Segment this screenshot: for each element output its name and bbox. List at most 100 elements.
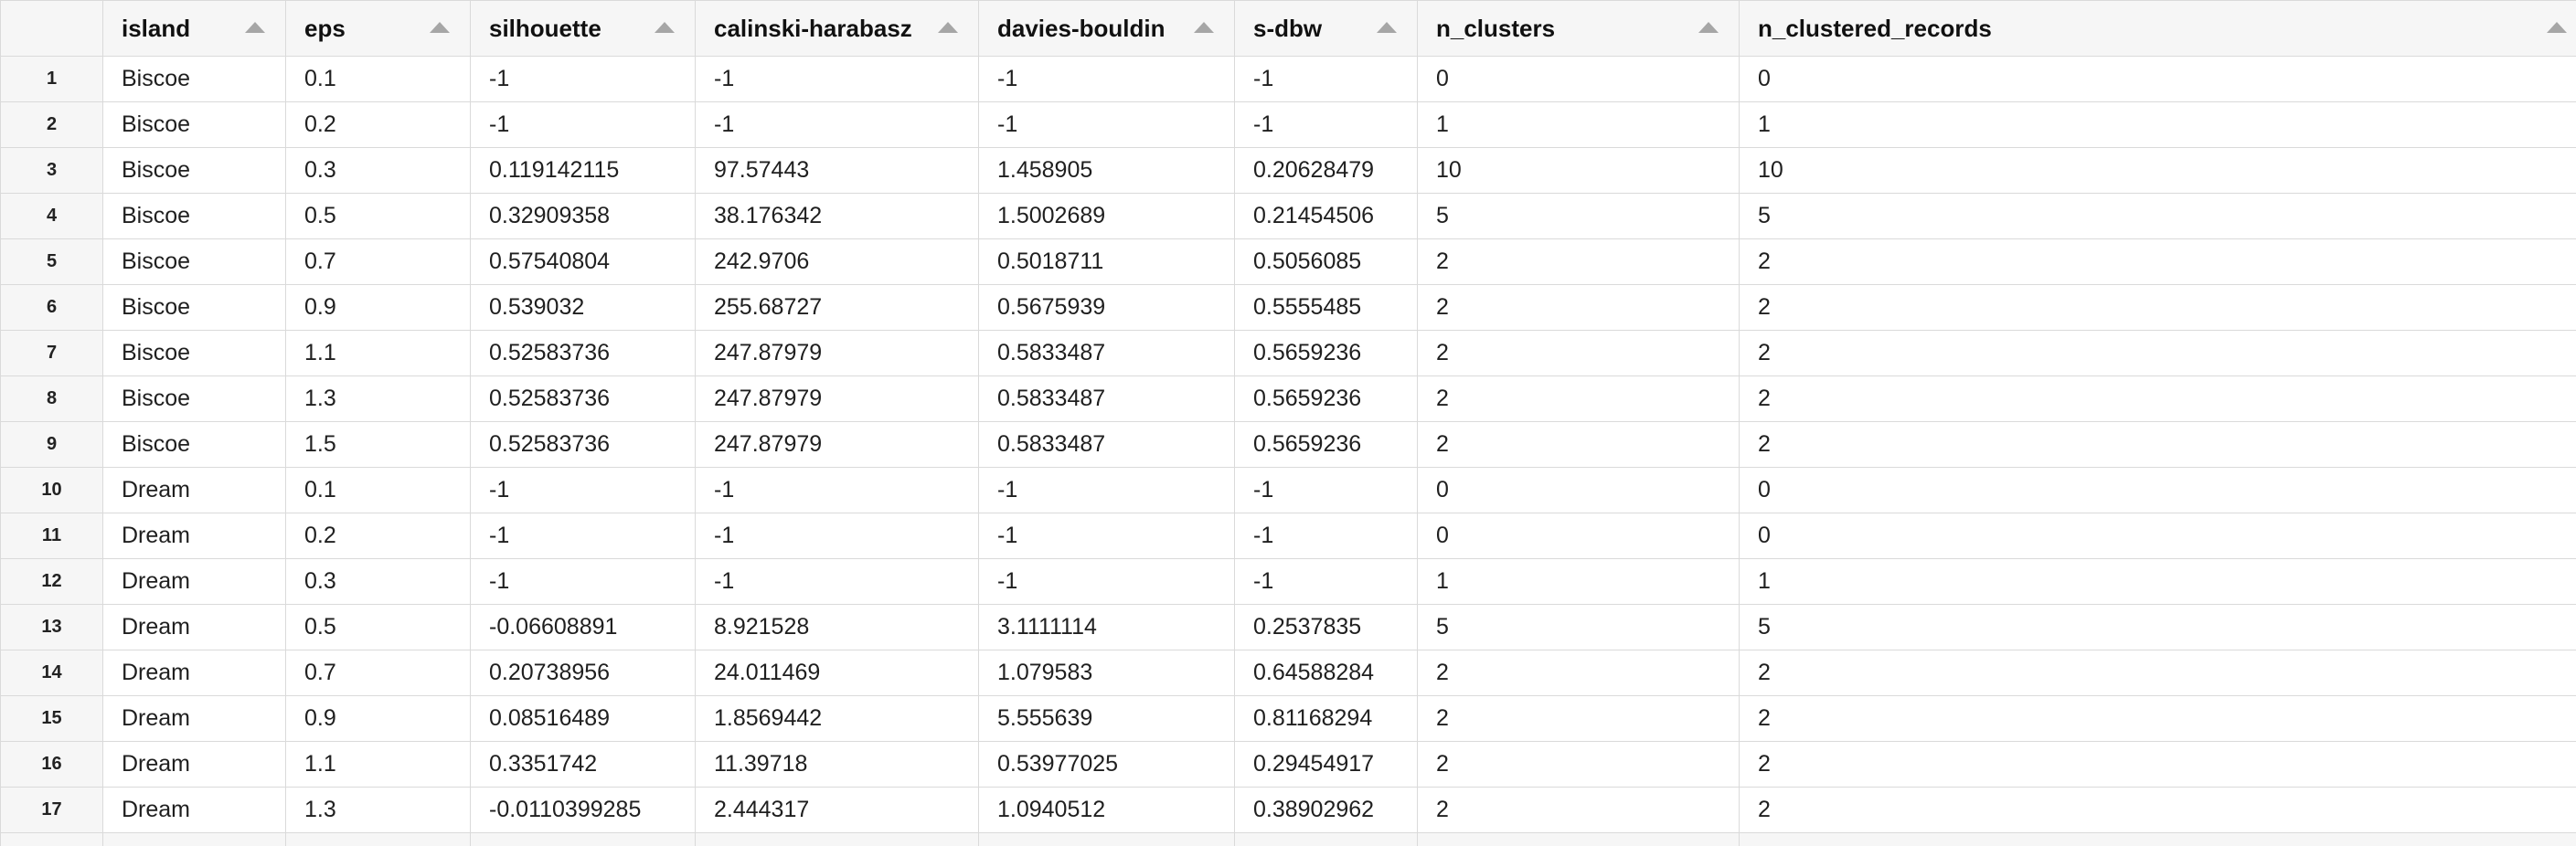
cell-eps[interactable]: 0.5 [285, 193, 471, 239]
table-row[interactable]: 4 Biscoe 0.5 0.32909358 38.176342 1.5002689 0.… [0, 193, 2576, 239]
cell-island[interactable]: Dream [102, 467, 286, 513]
cell-eps[interactable]: 0.9 [285, 284, 471, 331]
cell-island[interactable]: Biscoe [102, 375, 286, 422]
cell-s-dbw[interactable]: -1 [1234, 467, 1418, 513]
cell-silhouette[interactable]: -1 [470, 558, 696, 605]
cell-davies-bouldin[interactable]: 0.53977025 [978, 741, 1235, 788]
column-header-calinski-harabasz[interactable]: calinski-harabasz [695, 0, 979, 57]
cell-silhouette[interactable]: -0.06608891 [470, 604, 696, 650]
table-row[interactable]: 8 Biscoe 1.3 0.52583736 247.87979 0.5833487 0.… [0, 375, 2576, 422]
cell-calinski-harabasz[interactable]: 2.444317 [695, 787, 979, 833]
table-row[interactable]: 5 Biscoe 0.7 0.57540804 242.9706 0.5018711 0.5… [0, 238, 2576, 285]
cell-silhouette[interactable]: 0.57540804 [470, 238, 696, 285]
cell-s-dbw[interactable]: 0.2537835 [1234, 604, 1418, 650]
cell-n-clusters[interactable]: 0 [1417, 56, 1740, 102]
table-row[interactable]: 17 Dream 1.3 -0.0110399285 2.444317 1.0940512… [0, 787, 2576, 833]
cell-eps[interactable]: 1.3 [285, 787, 471, 833]
cell-s-dbw[interactable]: 0.5555485 [1234, 284, 1418, 331]
cell-n-clustered-records[interactable]: 10 [1739, 147, 2576, 194]
table-row[interactable]: 13 Dream 0.5 -0.06608891 8.921528 3.1111114 0.… [0, 604, 2576, 650]
cell-eps[interactable]: 1.1 [285, 741, 471, 788]
cell-n-clusters[interactable]: 0 [1417, 467, 1740, 513]
column-header-eps[interactable]: eps [285, 0, 471, 57]
cell-n-clustered-records[interactable]: 2 [1739, 238, 2576, 285]
cell-eps[interactable]: 1.1 [285, 330, 471, 376]
cell-calinski-harabasz[interactable]: 255.68727 [695, 284, 979, 331]
cell-s-dbw[interactable]: 0.64588284 [1234, 650, 1418, 696]
cell-davies-bouldin[interactable]: -1 [978, 467, 1235, 513]
cell-s-dbw[interactable]: -1 [1234, 513, 1418, 559]
cell-silhouette[interactable]: -1 [470, 467, 696, 513]
cell-s-dbw[interactable]: 0.5659236 [1234, 330, 1418, 376]
cell-eps[interactable]: 0.1 [285, 56, 471, 102]
cell-calinski-harabasz[interactable]: 38.176342 [695, 193, 979, 239]
cell-island[interactable]: Dream [102, 558, 286, 605]
cell-calinski-harabasz[interactable]: 247.87979 [695, 421, 979, 468]
cell-silhouette[interactable]: 0.52583736 [470, 375, 696, 422]
cell-calinski-harabasz[interactable]: -1 [695, 513, 979, 559]
table-row[interactable]: 14 Dream 0.7 0.20738956 24.011469 1.079583 0.6… [0, 650, 2576, 696]
sort-ascending-icon[interactable] [1698, 22, 1719, 33]
cell-silhouette[interactable]: 0.119142115 [470, 147, 696, 194]
cell-eps[interactable]: 0.2 [285, 513, 471, 559]
cell-n-clusters[interactable]: 2 [1417, 787, 1740, 833]
cell-calinski-harabasz[interactable]: 247.87979 [695, 375, 979, 422]
cell-davies-bouldin[interactable]: 0.5675939 [978, 284, 1235, 331]
cell-island[interactable]: Dream [102, 695, 286, 742]
cell-calinski-harabasz[interactable]: 11.39718 [695, 741, 979, 788]
cell-island[interactable]: Biscoe [102, 101, 286, 148]
column-header-n-clustered-records[interactable]: n_clustered_records [1739, 0, 2576, 57]
cell-n-clusters[interactable]: 2 [1417, 375, 1740, 422]
cell-davies-bouldin[interactable]: 3.1111114 [978, 604, 1235, 650]
cell-n-clusters[interactable]: 10 [1417, 147, 1740, 194]
cell-davies-bouldin[interactable]: 1.5002689 [978, 193, 1235, 239]
cell-silhouette[interactable]: 0.08516489 [470, 695, 696, 742]
cell-island[interactable]: Dream [102, 604, 286, 650]
cell-n-clustered-records[interactable]: 2 [1739, 695, 2576, 742]
cell-eps[interactable]: 0.2 [285, 101, 471, 148]
cell-eps[interactable]: 0.3 [285, 558, 471, 605]
cell-davies-bouldin[interactable]: 0.5018711 [978, 238, 1235, 285]
cell-n-clusters[interactable]: 5 [1417, 193, 1740, 239]
cell-n-clusters[interactable]: 2 [1417, 284, 1740, 331]
sort-ascending-icon[interactable] [1194, 22, 1214, 33]
column-header-s-dbw[interactable]: s-dbw [1234, 0, 1418, 57]
cell-calinski-harabasz[interactable]: -1 [695, 558, 979, 605]
cell-island[interactable]: Biscoe [102, 238, 286, 285]
cell-s-dbw[interactable]: -1 [1234, 56, 1418, 102]
cell-davies-bouldin[interactable]: 0.5833487 [978, 375, 1235, 422]
table-row[interactable]: 3 Biscoe 0.3 0.119142115 97.57443 1.458905 0.2… [0, 147, 2576, 194]
column-header-island[interactable]: island [102, 0, 286, 57]
cell-s-dbw[interactable]: 0.5056085 [1234, 238, 1418, 285]
cell-n-clustered-records[interactable]: 2 [1739, 421, 2576, 468]
cell-silhouette[interactable]: -0.0110399285 [470, 787, 696, 833]
cell-n-clusters[interactable]: 2 [1417, 650, 1740, 696]
sort-ascending-icon[interactable] [430, 22, 450, 33]
cell-davies-bouldin[interactable]: 5.555639 [978, 695, 1235, 742]
cell-eps[interactable]: 0.1 [285, 467, 471, 513]
cell-s-dbw[interactable]: 0.81168294 [1234, 695, 1418, 742]
cell-n-clusters[interactable]: 2 [1417, 421, 1740, 468]
cell-calinski-harabasz[interactable]: 247.87979 [695, 330, 979, 376]
cell-island[interactable]: Dream [102, 787, 286, 833]
cell-silhouette[interactable]: 0.20738956 [470, 650, 696, 696]
cell-silhouette[interactable]: 0.539032 [470, 284, 696, 331]
table-row[interactable]: 10Dream0.1-1-1-1-100runs:/09b6ea6ead234f… [0, 467, 2576, 513]
cell-island[interactable]: Biscoe [102, 193, 286, 239]
cell-n-clustered-records[interactable]: 0 [1739, 467, 2576, 513]
cell-n-clusters[interactable]: 2 [1417, 330, 1740, 376]
sort-ascending-icon[interactable] [655, 22, 675, 33]
cell-n-clustered-records[interactable]: 2 [1739, 741, 2576, 788]
cell-silhouette[interactable]: -1 [470, 56, 696, 102]
cell-eps[interactable]: 1.3 [285, 375, 471, 422]
column-header-davies-bouldin[interactable]: davies-bouldin [978, 0, 1235, 57]
cell-n-clusters[interactable]: 1 [1417, 101, 1740, 148]
cell-calinski-harabasz[interactable]: 24.011469 [695, 650, 979, 696]
cell-island[interactable]: Biscoe [102, 421, 286, 468]
cell-silhouette[interactable]: -1 [470, 101, 696, 148]
cell-n-clustered-records[interactable]: 2 [1739, 284, 2576, 331]
cell-davies-bouldin[interactable]: -1 [978, 558, 1235, 605]
cell-calinski-harabasz[interactable]: -1 [695, 101, 979, 148]
cell-eps[interactable]: 0.5 [285, 604, 471, 650]
cell-silhouette[interactable]: 0.52583736 [470, 330, 696, 376]
